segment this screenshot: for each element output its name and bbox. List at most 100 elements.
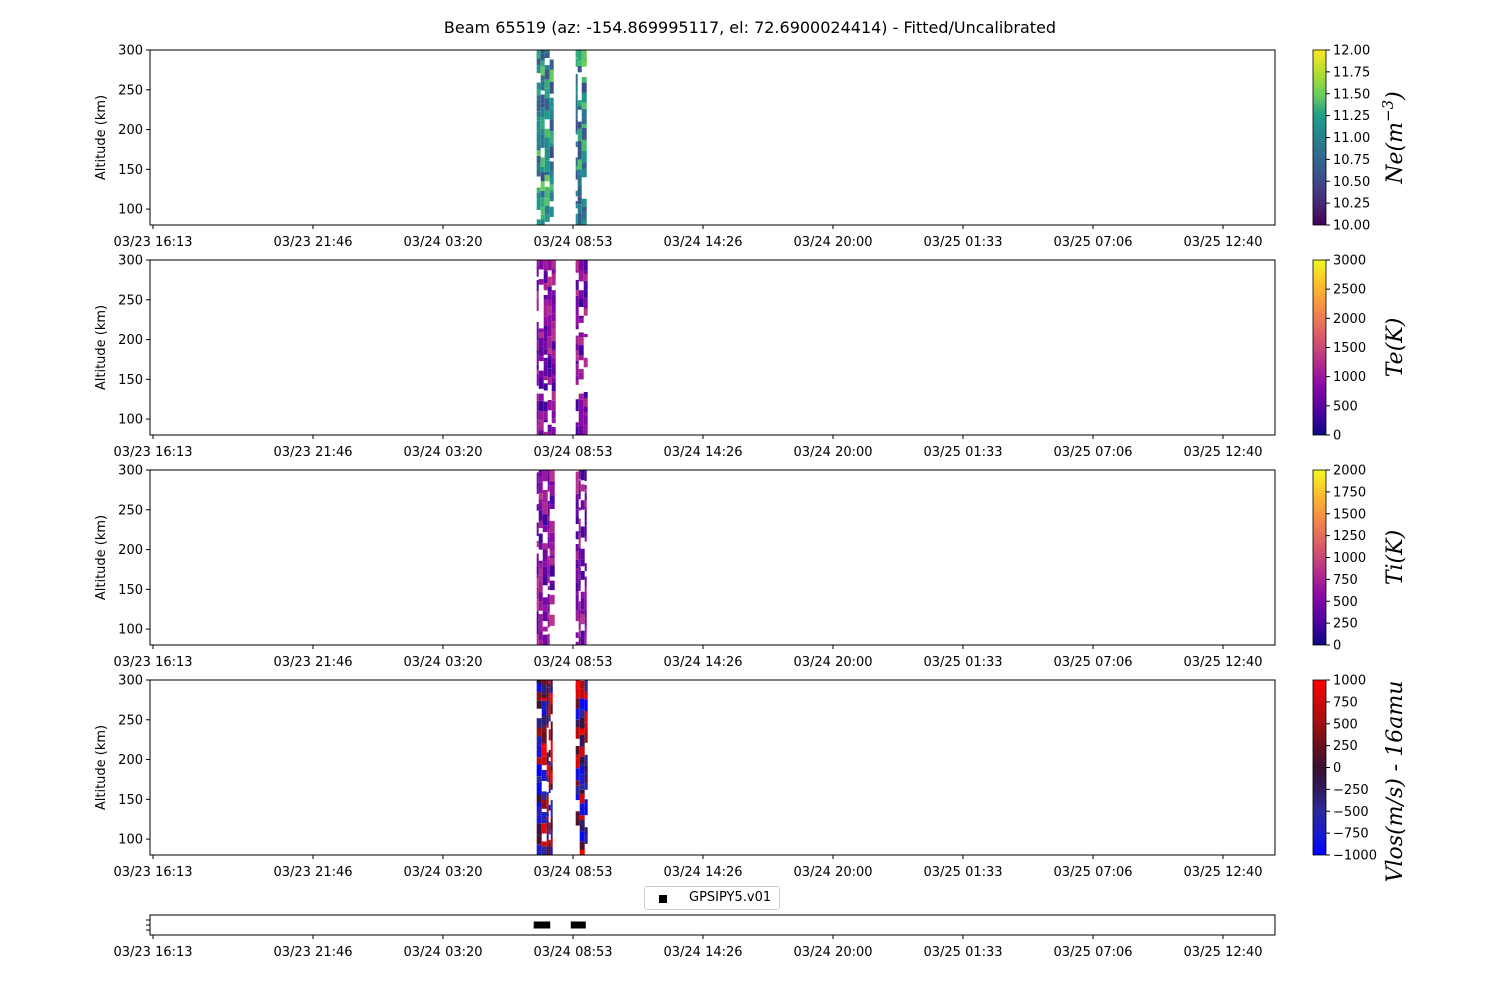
colorbar-tick-label: 500 (1333, 595, 1358, 610)
heatmap-cell (575, 325, 579, 330)
heatmap-cell (579, 728, 585, 735)
colorbar-tick-label: 750 (1333, 695, 1358, 710)
heatmap-cell (538, 411, 544, 421)
heatmap-cell (544, 137, 550, 149)
y-tick-label: 300 (118, 464, 143, 479)
y-tick-label: 100 (118, 413, 143, 428)
heatmap-cell (584, 695, 588, 700)
heatmap-cell (579, 820, 585, 832)
heatmap-cell (547, 320, 552, 327)
heatmap-cell (538, 502, 543, 511)
heatmap-cell (575, 708, 580, 720)
heatmap-cell (536, 623, 539, 635)
heatmap-cell (538, 338, 544, 347)
x-tick-label: 03/25 12:40 (1183, 655, 1262, 670)
heatmap-cell (536, 691, 542, 701)
heatmap-cell (578, 533, 581, 537)
heatmap-cell (580, 559, 585, 567)
y-tick-label: 200 (118, 753, 143, 768)
heatmap-cell (584, 510, 587, 521)
heatmap-cell (549, 558, 555, 566)
heatmap-cell (536, 634, 539, 645)
heatmap-cell (575, 114, 578, 120)
heatmap-cell (581, 82, 587, 93)
heatmap-cell (578, 579, 581, 587)
heatmap-cell (536, 482, 539, 490)
heatmap-cell (575, 559, 579, 564)
heatmap-cell (551, 294, 556, 303)
legend-marker-square (659, 895, 667, 903)
heatmap-cell (584, 525, 587, 536)
colorbar-tick-label: 1250 (1333, 529, 1366, 544)
heatmap-cell (542, 605, 548, 612)
heatmap-cell (549, 192, 554, 202)
heatmap-cell (581, 108, 587, 118)
heatmap-cell (581, 162, 587, 169)
y-tick-label: 200 (118, 543, 143, 558)
heatmap-cell (578, 601, 581, 610)
heatmap-cell (581, 206, 587, 213)
heatmap-cell (536, 557, 539, 567)
heatmap-cell (549, 170, 554, 179)
panel-3: 100 150 200 250 300 Altitude (km) 03/23 16:13 0… (94, 464, 1408, 671)
colorbar-tick-label: 500 (1333, 717, 1358, 732)
heatmap-cell (540, 75, 545, 81)
heatmap-cell (538, 470, 543, 477)
heatmap-cell (536, 50, 541, 59)
heatmap-cell (575, 571, 579, 583)
y-tick-label: 150 (118, 793, 143, 808)
heatmap-cell (581, 128, 587, 140)
heatmap-cell (543, 316, 548, 326)
heatmap-cell (544, 89, 550, 95)
y-tick-label: 150 (118, 583, 143, 598)
heatmap-cell (583, 273, 588, 281)
y-tick-label: 100 (118, 833, 143, 848)
heatmap-cell (547, 300, 552, 307)
heatmap-cell (536, 299, 539, 311)
heatmap-cell (549, 542, 555, 552)
heatmap-cell (547, 555, 550, 560)
heatmap-cell (577, 200, 582, 205)
heatmap-cell (577, 50, 582, 58)
heatmap-cell (536, 815, 542, 824)
heatmap-cell (541, 799, 547, 809)
heatmap-cell (584, 765, 588, 773)
x-tick-label: 03/24 14:26 (663, 865, 742, 880)
heatmap-cell (583, 406, 588, 412)
heatmap-cell (549, 69, 554, 82)
heatmap-cell (536, 835, 542, 845)
colorbar-tick-label: 0 (1333, 639, 1341, 654)
y-axis-label: Altitude (km) (94, 95, 109, 180)
heatmap-cell (578, 542, 581, 548)
heatmap-cell (575, 590, 579, 595)
heatmap-cell (575, 304, 579, 309)
heatmap-cell (580, 500, 585, 510)
heatmap-cell (584, 827, 588, 837)
x-tick-label: 03/24 14:26 (663, 655, 742, 670)
heatmap-cell (547, 470, 550, 481)
heatmap-cell (578, 609, 581, 618)
heatmap-cell (536, 260, 539, 269)
heatmap-cell (584, 586, 587, 591)
x-tick-label: 03/24 14:26 (663, 235, 742, 250)
x-tick-label: 03/24 20:00 (793, 235, 872, 250)
heatmap-cell (584, 618, 587, 627)
heatmap-cell (575, 399, 579, 412)
heatmap-cell (547, 276, 552, 287)
heatmap-cell (544, 214, 550, 222)
heatmap-cell (538, 560, 543, 564)
heatmap-cell (578, 518, 581, 531)
heatmap-cell (575, 131, 578, 135)
heatmap-cell (549, 551, 555, 556)
y-axis-label: Altitude (km) (94, 305, 109, 390)
heatmap-cell (538, 592, 543, 602)
heatmap-cell (579, 680, 585, 689)
x-tick-label: 03/23 16:13 (113, 235, 192, 250)
heatmap-cell (581, 102, 587, 109)
heatmap-cell (540, 71, 545, 76)
heatmap-cell (536, 844, 542, 855)
heatmap-cell (575, 213, 578, 225)
heatmap-cell (536, 540, 539, 548)
heatmap-cell (578, 548, 581, 560)
heatmap-cell (547, 570, 550, 574)
